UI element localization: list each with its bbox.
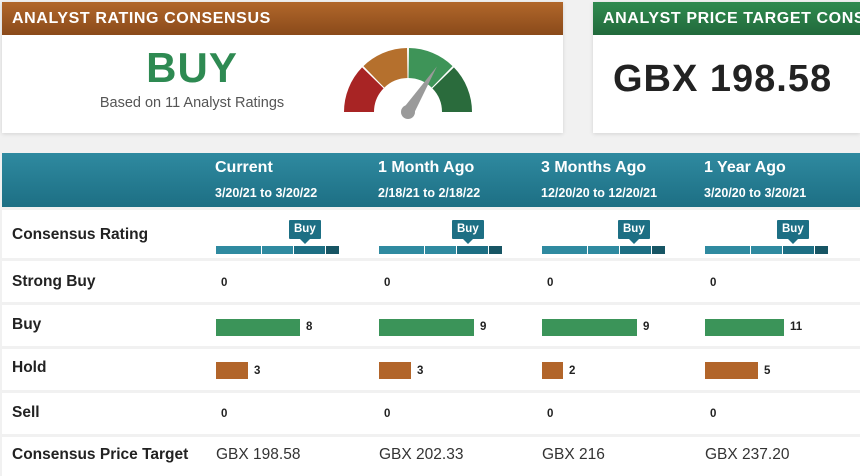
row-label: Buy xyxy=(12,316,42,333)
count-value: 9 xyxy=(643,321,650,333)
buy-bar xyxy=(542,319,637,336)
row-label: Consensus Rating xyxy=(12,226,149,243)
count-value: 0 xyxy=(547,408,554,420)
count-value: 11 xyxy=(790,321,803,333)
gauge-segment xyxy=(432,67,472,112)
count-value: 0 xyxy=(221,277,228,289)
rating-badge: Buy xyxy=(452,220,484,244)
row-label: Sell xyxy=(12,404,40,421)
rating-scale-segment xyxy=(588,246,619,254)
rating-scale-segment xyxy=(815,246,828,254)
count-value: 8 xyxy=(306,321,313,333)
rating-scale-segment xyxy=(620,246,651,254)
gauge-segment xyxy=(363,48,408,88)
ratings-history-table: Current 3/20/21 to 3/20/22 1 Month Ago 2… xyxy=(2,153,860,476)
row-label: Hold xyxy=(12,359,47,376)
rating-scale-bar xyxy=(216,246,340,254)
consensus-rating-value: BUY xyxy=(146,44,238,91)
gauge-segment xyxy=(408,48,453,88)
hold-bar xyxy=(705,362,758,379)
rating-scale-segment xyxy=(457,246,488,254)
rating-scale-segment xyxy=(783,246,814,254)
count-value: 9 xyxy=(480,321,487,333)
rating-scale-segment xyxy=(751,246,782,254)
count-value: 0 xyxy=(384,408,391,420)
buy-bar xyxy=(216,319,300,336)
count-value: 3 xyxy=(254,365,261,377)
gauge-needle-hub xyxy=(401,105,415,119)
row-label: Strong Buy xyxy=(12,273,96,290)
count-value: 0 xyxy=(384,277,391,289)
hold-bar xyxy=(542,362,563,379)
analyst-price-target-card: ANALYST PRICE TARGET CONSENSUS GBX 198.5… xyxy=(593,2,860,133)
rating-scale-segment xyxy=(294,246,325,254)
column-range: 3/20/21 to 3/20/22 xyxy=(215,186,318,200)
rating-scale-segment xyxy=(379,246,424,254)
table-row-buy: Buy 8 9 9 11 xyxy=(2,305,860,346)
column-header-current: Current 3/20/21 to 3/20/22 xyxy=(215,159,317,200)
count-value: 2 xyxy=(569,365,576,377)
count-value: 0 xyxy=(221,408,228,420)
consensus-rating-subtitle: Based on 11 Analyst Ratings xyxy=(99,95,285,111)
rating-scale-segment xyxy=(216,246,261,254)
column-header-3-months: 3 Months Ago 12/20/20 to 12/20/21 xyxy=(541,159,657,200)
buy-bar xyxy=(379,319,474,336)
rating-scale-segment xyxy=(705,246,750,254)
column-period: 1 Month Ago xyxy=(378,159,475,176)
buy-bar xyxy=(705,319,784,336)
table-row-sell: Sell 0 0 0 0 xyxy=(2,393,860,434)
rating-badge: Buy xyxy=(618,220,650,244)
rating-badge: Buy xyxy=(777,220,809,244)
hold-bar xyxy=(216,362,248,379)
column-range: 2/18/21 to 2/18/22 xyxy=(378,186,481,200)
analyst-rating-consensus-card: ANALYST RATING CONSENSUS BUY Based on 11… xyxy=(2,2,563,133)
rating-scale-segment xyxy=(326,246,339,254)
table-row-consensus-rating: Consensus Rating Buy Buy Buy Buy xyxy=(2,210,860,258)
rating-scale-segment xyxy=(652,246,665,254)
rating-scale-bar xyxy=(542,246,666,254)
column-range: 3/20/20 to 3/20/21 xyxy=(704,186,807,200)
rating-scale-bar xyxy=(705,246,829,254)
table-row-price-target: Consensus Price Target GBX 198.58 GBX 20… xyxy=(2,437,860,476)
price-target-value: GBX 198.58 xyxy=(613,58,833,100)
rating-scale-bar xyxy=(379,246,503,254)
column-period: Current xyxy=(215,159,273,176)
rating-scale-segment xyxy=(262,246,293,254)
count-value: 0 xyxy=(710,408,717,420)
gauge-needle-pointer xyxy=(402,66,437,116)
count-value: 3 xyxy=(417,365,424,377)
count-value: 0 xyxy=(547,277,554,289)
column-header-1-month: 1 Month Ago 2/18/21 to 2/18/22 xyxy=(378,159,480,200)
count-value: 5 xyxy=(764,365,771,377)
rating-gauge xyxy=(344,48,472,119)
price-target-value: GBX 237.20 xyxy=(705,446,790,463)
table-row-strong-buy: Strong Buy 0 0 0 0 xyxy=(2,261,860,302)
consensus-card-title: ANALYST RATING CONSENSUS xyxy=(2,2,563,35)
price-target-value: GBX 216 xyxy=(542,446,605,463)
rating-scale-segment xyxy=(425,246,456,254)
column-period: 3 Months Ago xyxy=(541,159,647,176)
count-value: 0 xyxy=(710,277,717,289)
price-target-card-title: ANALYST PRICE TARGET CONSENSUS xyxy=(593,2,860,35)
column-header-1-year: 1 Year Ago 3/20/20 to 3/20/21 xyxy=(704,159,806,200)
column-period: 1 Year Ago xyxy=(704,159,786,176)
table-header: Current 3/20/21 to 3/20/22 1 Month Ago 2… xyxy=(2,153,860,207)
column-range: 12/20/20 to 12/20/21 xyxy=(541,186,658,200)
gauge-needle xyxy=(401,66,437,119)
rating-scale-segment xyxy=(489,246,502,254)
table-row-hold: Hold 3 3 2 5 xyxy=(2,349,860,390)
row-label: Consensus Price Target xyxy=(12,446,189,463)
hold-bar xyxy=(379,362,411,379)
price-target-value: GBX 202.33 xyxy=(379,446,464,463)
price-target-value: GBX 198.58 xyxy=(216,446,301,463)
rating-scale-segment xyxy=(542,246,587,254)
gauge-segment xyxy=(344,67,384,112)
rating-badge: Buy xyxy=(289,220,321,244)
